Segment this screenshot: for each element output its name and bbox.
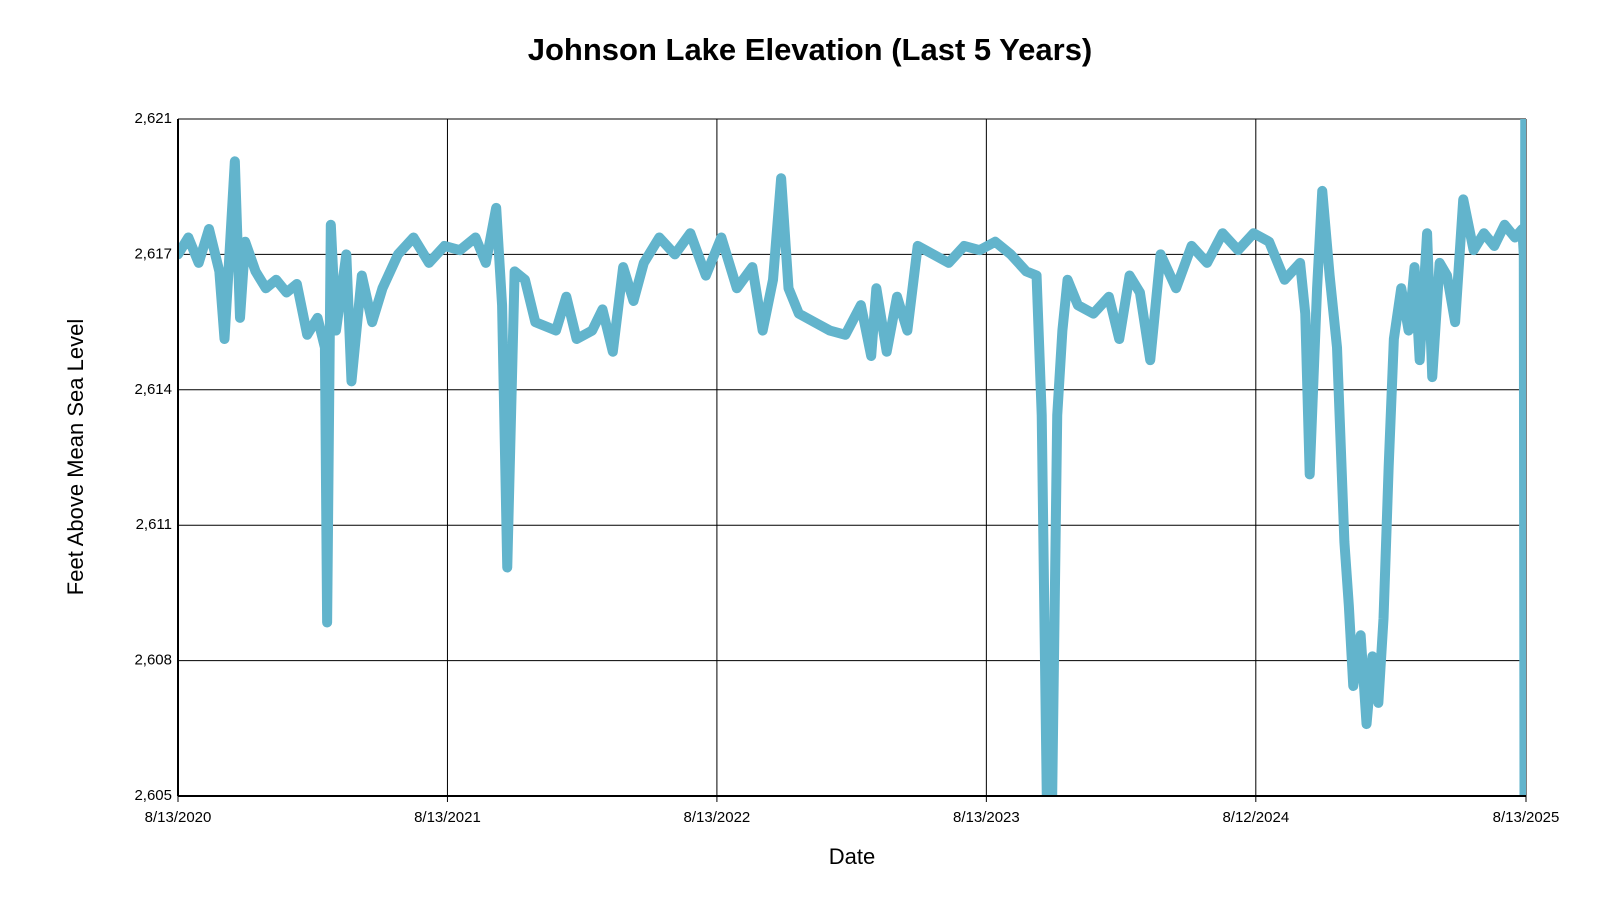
y-axis-title: Feet Above Mean Sea Level <box>63 319 88 595</box>
axes: 2,605 2,608 2,611 2,614 2,617 2,621 8/13/2020 8… <box>134 110 1559 826</box>
y-tick-label: 2,611 <box>136 516 172 533</box>
x-tick-label: 8/13/2021 <box>414 809 481 826</box>
x-tick-label: 8/13/2025 <box>1493 809 1560 826</box>
y-tick-label: 2,621 <box>134 110 172 127</box>
y-tick-label: 2,614 <box>134 381 172 398</box>
y-tick-label: 2,605 <box>134 787 172 804</box>
elevation-line <box>178 119 1526 796</box>
x-tick-label: 8/13/2020 <box>145 809 212 826</box>
y-tick-label: 2,617 <box>134 245 172 262</box>
x-axis-title: Date <box>829 844 875 869</box>
x-tick-label: 8/13/2023 <box>953 809 1020 826</box>
x-tick-label: 8/12/2024 <box>1222 809 1289 826</box>
chart-title: Johnson Lake Elevation (Last 5 Years) <box>528 32 1093 67</box>
series <box>178 119 1526 796</box>
y-tick-label: 2,608 <box>134 652 172 669</box>
x-tick-label: 8/13/2022 <box>684 809 751 826</box>
